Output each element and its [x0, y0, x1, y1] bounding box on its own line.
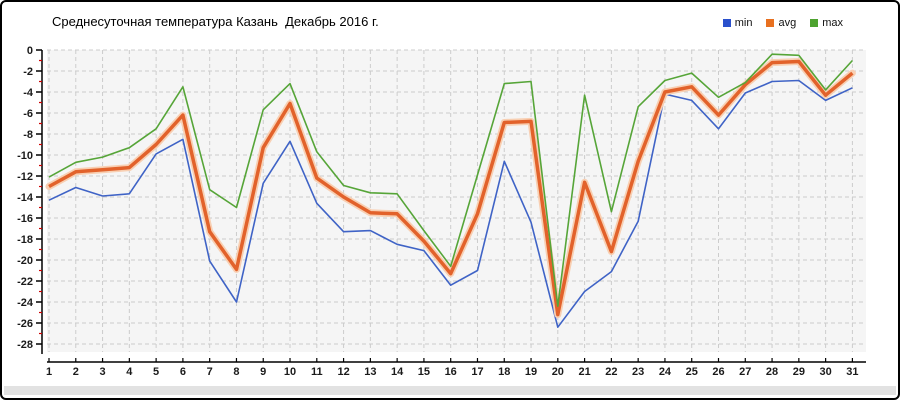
legend: min avg max: [722, 17, 843, 29]
x-tick-label: 6: [180, 366, 186, 378]
x-tick-label: 14: [391, 366, 404, 378]
footer-band: [4, 386, 896, 395]
y-tick-label: -18: [17, 234, 33, 246]
y-tick-label: 0: [27, 45, 33, 57]
legend-swatch-avg-icon: [766, 19, 775, 27]
x-tick-label: 11: [311, 366, 323, 378]
y-tick-label: -28: [17, 339, 33, 351]
x-tick-label: 16: [445, 366, 457, 378]
x-tick-label: 28: [766, 366, 778, 378]
avg-line: [48, 59, 854, 317]
legend-label-max: max: [822, 17, 843, 29]
y-tick-label: -12: [17, 171, 33, 183]
x-tick-label: 15: [418, 366, 430, 378]
x-tick-label: 23: [632, 366, 644, 378]
y-tick-label: -14: [17, 192, 34, 204]
y-tick-label: -6: [23, 108, 33, 120]
min-line: [48, 79, 853, 329]
y-tick-label: -16: [17, 213, 33, 225]
x-tick-label: 7: [207, 366, 213, 378]
y-tick-label: -26: [17, 318, 33, 330]
x-tick-label: 18: [498, 366, 510, 378]
legend-swatch-max-icon: [810, 19, 819, 27]
x-tick-label: 26: [712, 366, 724, 378]
x-tick-label: 25: [686, 366, 698, 378]
chart-title: Среднесуточная температура Казань Декабр…: [52, 14, 379, 29]
x-tick-label: 29: [793, 366, 805, 378]
y-tick-label: -10: [17, 150, 33, 162]
legend-label-min: min: [734, 17, 753, 29]
x-tick-label: 9: [260, 366, 266, 378]
x-tick-label: 2: [73, 366, 79, 378]
y-tick-label: -4: [23, 87, 34, 99]
x-tick-label: 3: [99, 366, 105, 378]
x-tick-label: 27: [739, 366, 751, 378]
y-tick-label: -22: [17, 276, 33, 288]
legend-swatch-min-icon: [722, 19, 731, 27]
x-tick-label: 31: [846, 366, 858, 378]
x-tick-label: 22: [605, 366, 617, 378]
x-tick-label: 13: [364, 366, 376, 378]
x-tick-label: 19: [525, 366, 537, 378]
y-tick-label: -24: [17, 297, 34, 309]
x-tick-label: 17: [471, 366, 483, 378]
y-tick-label: -2: [23, 66, 33, 78]
x-tick-label: 5: [153, 366, 159, 378]
legend-item-max: max: [810, 17, 843, 29]
y-tick-label: -20: [17, 255, 33, 267]
x-tick-label: 1: [46, 366, 52, 378]
legend-label-avg: avg: [778, 17, 797, 29]
x-tick-label: 30: [819, 366, 831, 378]
legend-item-min: min: [722, 17, 753, 29]
x-tick-label: 12: [337, 366, 349, 378]
x-tick-label: 10: [284, 366, 296, 378]
x-tick-label: 8: [233, 366, 239, 378]
x-tick-label: 4: [126, 366, 133, 378]
x-tick-label: 24: [659, 366, 672, 378]
x-tick-label: 21: [578, 366, 590, 378]
max-line: [48, 53, 853, 308]
x-tick-label: 20: [552, 366, 564, 378]
y-tick-label: -8: [23, 129, 33, 141]
legend-item-avg: avg: [766, 17, 796, 29]
